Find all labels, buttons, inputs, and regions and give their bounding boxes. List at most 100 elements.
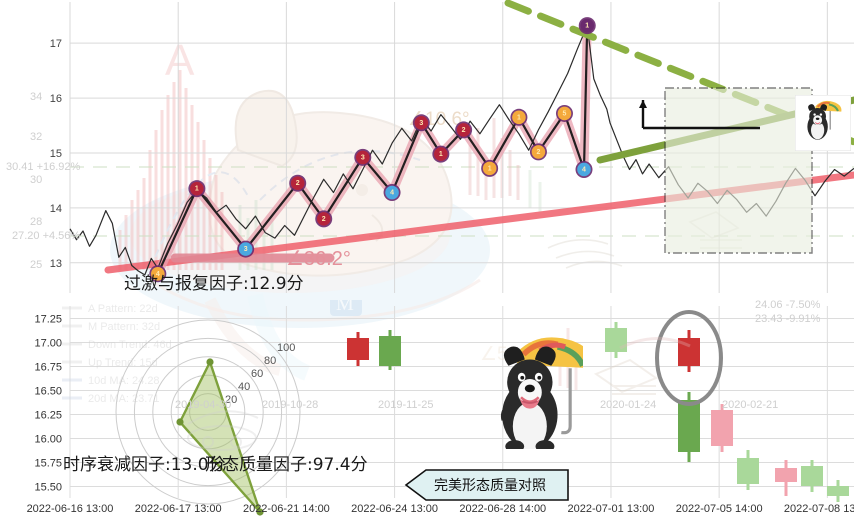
- svg-text:A: A: [165, 36, 195, 85]
- lower-ytick: 16.00: [34, 433, 62, 445]
- pattern-marker[interactable]: 3: [237, 240, 255, 258]
- pattern-marker-label: 1: [517, 114, 521, 121]
- x-axis-tick-label: 2022-07-01 13:00: [568, 503, 655, 515]
- watermark-text: 27.20 +4.56%: [12, 230, 80, 242]
- lower-ytick: 16.75: [34, 361, 62, 373]
- pattern-marker-label: 1: [195, 186, 199, 193]
- pattern-marker-label: 2: [322, 216, 326, 223]
- x-axis-tick-label: 2022-06-24 13:00: [351, 503, 438, 515]
- candle-highlight-ellipse-right: [655, 310, 723, 406]
- pattern-marker-label: 1: [439, 151, 443, 158]
- lower-ytick: 15.50: [34, 481, 62, 493]
- upper-ytick: 17: [50, 38, 62, 50]
- pattern-marker[interactable]: 1: [432, 145, 450, 163]
- pattern-marker[interactable]: 2: [289, 174, 307, 192]
- dog-umbrella-sticker-small: [795, 95, 851, 151]
- radar-polygon: [178, 358, 262, 513]
- watermark-text: 2019-04-30: [175, 399, 231, 411]
- legend-item: M Pattern: 32d: [62, 321, 160, 333]
- pattern-marker-label: 3: [419, 120, 423, 127]
- radar-vertex: [206, 358, 214, 366]
- upper-ytick: 13: [50, 258, 62, 270]
- pattern-marker[interactable]: 2: [315, 210, 333, 228]
- watermark-text: 2020-02-21: [722, 399, 778, 411]
- upper-panel-series: 4 1 3 2 2 3 4 3 1 2 1 1 2 5 4 1 ∠36.2°: [69, 0, 854, 283]
- pattern-marker[interactable]: 2: [529, 143, 547, 161]
- pattern-marker-label: 2: [462, 127, 466, 134]
- pattern-marker[interactable]: 1: [481, 159, 499, 177]
- radar-vertex: [256, 508, 264, 516]
- pattern-marker[interactable]: 3: [354, 148, 372, 166]
- svg-text:M: M: [336, 300, 354, 315]
- pattern-marker[interactable]: 4: [149, 265, 167, 283]
- candlestick: [737, 450, 759, 490]
- aggressive-factor-label: 过激与报复因子:12.9分: [124, 274, 304, 294]
- pattern-marker-label: 4: [582, 166, 586, 173]
- candlestick: [678, 330, 700, 372]
- legend-item: Up Trend: 15d: [62, 357, 158, 369]
- watermark-text: 2019-11-25: [378, 399, 433, 411]
- lower-ytick: 17.25: [34, 313, 62, 325]
- x-axis-tick-label: 2022-06-28 14:00: [459, 503, 546, 515]
- x-axis: 2022-06-16 13:00 2022-06-17 13:00 2022-06-…: [27, 503, 854, 515]
- watermark-text: 2019-10-28: [262, 399, 318, 411]
- angle-label-main: ∠36.2°: [286, 248, 351, 270]
- watermark-text: 24.06 -7.50%: [755, 299, 821, 311]
- pattern-marker[interactable]: 5: [555, 104, 573, 122]
- pattern-marker[interactable]: 1: [578, 17, 596, 35]
- candlestick: [827, 480, 849, 502]
- radar-ring-label: 100: [277, 342, 295, 354]
- pattern-marker[interactable]: 1: [510, 108, 528, 126]
- pattern-marker-label: 1: [585, 23, 589, 30]
- legend-item-label: Down Trend: 46d: [88, 339, 172, 351]
- pattern-marker-label: 3: [244, 246, 248, 253]
- legend-item-label: 10d MA: 24.28: [88, 375, 160, 387]
- lower-panel: 17.25 17.00 16.75 16.50 16.25 16.00 15.75 15.50…: [34, 300, 854, 516]
- radar-vertex: [176, 418, 184, 426]
- pattern-marker-label: 5: [563, 110, 567, 117]
- watermark-text: 25: [30, 259, 42, 271]
- pattern-marker[interactable]: 1: [188, 180, 206, 198]
- pattern-marker[interactable]: 3: [412, 114, 430, 132]
- pattern-marker-label: 3: [361, 154, 365, 161]
- legend-item: 10d MA: 24.28: [62, 375, 160, 387]
- candlestick: [379, 330, 401, 370]
- dog-umbrella-sticker-large: [500, 337, 583, 449]
- lower-ytick: 16.50: [34, 385, 62, 397]
- watermark-text: 28: [30, 216, 42, 228]
- pattern-marker-label: 4: [156, 271, 160, 278]
- pattern-legend: A Pattern: 22d M Pattern: 32d Down Trend: …: [62, 303, 172, 405]
- candlestick: [711, 404, 733, 452]
- legend-item-label: M Pattern: 32d: [88, 321, 160, 333]
- upper-ytick: 15: [50, 148, 62, 160]
- pattern-marker[interactable]: 4: [575, 160, 593, 178]
- lower-ytick: 17.00: [34, 337, 62, 349]
- candlestick: [775, 460, 797, 496]
- upper-ytick: 16: [50, 93, 62, 105]
- pattern-marker[interactable]: 4: [383, 184, 401, 202]
- highlight-region-box: [664, 87, 813, 254]
- watermark-text: 30: [30, 174, 42, 186]
- legend-item: 20d MA: 23.71: [62, 393, 160, 405]
- x-axis-tick-label: 2022-06-16 13:00: [27, 503, 114, 515]
- candlestick: [347, 332, 369, 366]
- x-axis-tick-label: 2022-06-21 14:00: [243, 503, 330, 515]
- lower-ytick: 16.25: [34, 409, 62, 421]
- perfect-pattern-callout: 完美形态质量对照: [404, 469, 569, 501]
- pattern-marker-label: 4: [390, 190, 394, 197]
- legend-item-label: 20d MA: 23.71: [88, 393, 160, 405]
- pattern-markers: 4 1 3 2 2 3 4 3 1 2 1 1 2 5 4 1: [149, 17, 596, 283]
- radar-ring-label: 80: [264, 355, 276, 367]
- legend-item-label: A Pattern: 22d: [88, 303, 158, 315]
- pattern-marker[interactable]: 2: [455, 121, 473, 139]
- upper-ytick: 14: [50, 203, 62, 215]
- callout-text: 完美形态质量对照: [434, 478, 546, 494]
- radar-ring-label: 40: [238, 381, 250, 393]
- watermark-text: 32: [30, 131, 42, 143]
- radar-ring-label: 60: [251, 368, 263, 380]
- radar-ring-label: 20: [225, 394, 237, 406]
- downtrend-dashed-line: [504, 0, 854, 146]
- x-axis-tick-label: 2022-07-08 13:00: [784, 503, 854, 515]
- watermark-text: 2020-01-24: [600, 399, 656, 411]
